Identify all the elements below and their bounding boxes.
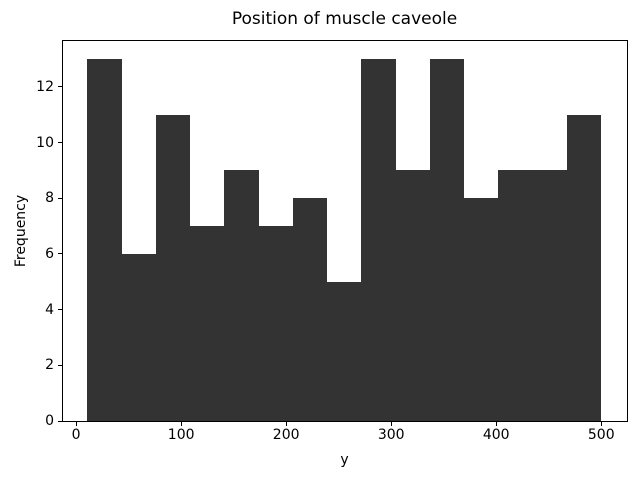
y-tick-label: 4 (45, 301, 54, 318)
histogram-bar (326, 281, 362, 421)
x-tick-mark (601, 422, 603, 426)
x-tick-label: 0 (71, 427, 81, 443)
y-tick-mark (58, 197, 62, 199)
plot-area (62, 40, 628, 422)
y-tick-mark (58, 86, 62, 88)
histogram-bar (189, 226, 225, 421)
x-tick-mark (286, 422, 288, 426)
histogram-bar (292, 198, 328, 421)
histogram-bar (361, 59, 396, 421)
y-tick-mark (58, 142, 62, 144)
y-tick-label: 0 (45, 413, 54, 429)
x-tick-mark (496, 422, 498, 426)
y-axis-label: Frequency (13, 194, 29, 268)
x-tick-mark (181, 422, 183, 426)
y-tick-mark (58, 253, 62, 255)
y-tick-label: 12 (36, 78, 54, 95)
histogram-bar (498, 170, 533, 421)
x-tick-label: 400 (482, 427, 510, 443)
x-axis-label: y (340, 452, 349, 468)
y-tick-label: 10 (36, 134, 54, 151)
histogram-bar (395, 170, 431, 421)
y-tick-label: 6 (45, 245, 54, 262)
x-tick-label: 300 (377, 427, 405, 443)
y-tick-mark (58, 364, 62, 366)
y-tick-mark (58, 309, 62, 311)
histogram-bar (429, 59, 465, 421)
x-tick-mark (391, 422, 393, 426)
histogram-bar (224, 170, 259, 421)
x-tick-label: 500 (587, 427, 615, 443)
histogram-bar (121, 253, 157, 421)
y-tick-label: 8 (45, 190, 54, 207)
x-tick-label: 100 (167, 427, 195, 443)
y-tick-mark (58, 420, 62, 422)
x-tick-mark (76, 422, 78, 426)
histogram-bar (566, 114, 602, 421)
chart-title: Position of muscle caveole (231, 9, 458, 29)
histogram-bar (155, 114, 191, 421)
histogram-bar (87, 59, 122, 421)
histogram-bar (463, 198, 499, 421)
x-tick-label: 200 (272, 427, 300, 443)
histogram-bar (258, 226, 294, 421)
y-tick-label: 2 (45, 357, 54, 374)
histogram-bar (532, 170, 567, 421)
